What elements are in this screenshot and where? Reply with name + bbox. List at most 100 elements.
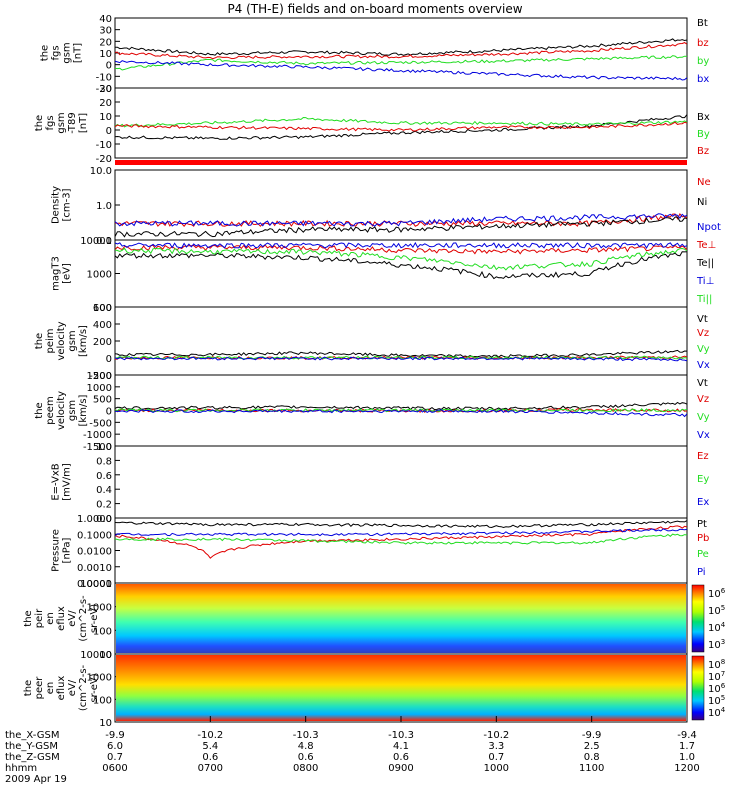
- y-tick-label: 10000: [80, 236, 112, 247]
- legend-entry: Te⊥: [696, 240, 716, 251]
- legend-entry: Ey: [697, 474, 709, 485]
- x-tick-label: 1.7: [679, 741, 695, 752]
- series-line-vt: [115, 349, 687, 358]
- y-tick-label: 600: [93, 303, 112, 314]
- x-tick-label: 4.8: [298, 741, 314, 752]
- panel-6: the peem velocity gsm [km/s] 150010005000-500…: [34, 371, 710, 453]
- y-tick-label: 0: [106, 126, 112, 137]
- legend-entry: Te||: [696, 258, 714, 269]
- y-tick-label: 10.0: [90, 166, 112, 177]
- flag-bar: [115, 160, 687, 165]
- y-axis-label-line: the: [34, 402, 45, 418]
- legend-entry: Vx: [697, 430, 710, 441]
- panel-frame: [114, 87, 688, 159]
- x-tick-label: -10.3: [293, 730, 319, 741]
- y-axis-label-line: the: [23, 680, 34, 696]
- y-tick-label: 30: [99, 84, 112, 95]
- figure-title: P4 (TH-E) fields and on-board moments ov…: [227, 2, 522, 16]
- series-group: [115, 401, 687, 418]
- x-tick-label: -9.9: [105, 730, 125, 741]
- legend-entry: bz: [697, 38, 709, 49]
- y-tick-label: 0.0100: [77, 547, 112, 558]
- y-tick-label: 500: [93, 395, 112, 406]
- x-tick-label: 4.1: [393, 741, 409, 752]
- series-line-ni: [115, 216, 687, 238]
- x-tick-label: -9.4: [677, 730, 697, 741]
- y-tick-label: 1.0: [96, 201, 112, 212]
- y-tick-label: 30: [99, 26, 112, 37]
- y-tick-label: 100: [93, 695, 112, 706]
- legend-entry: Bt: [697, 18, 708, 29]
- series-group: [115, 241, 687, 280]
- series-line-te: [115, 251, 687, 280]
- legend-entry: Pi: [697, 567, 706, 578]
- colorbar: [691, 655, 705, 721]
- y-tick-label: -1500: [83, 442, 112, 453]
- colorbar-tick-label: 104: [708, 706, 726, 719]
- y-axis-label-line: Density: [51, 186, 62, 224]
- y-tick-label: 1000: [87, 673, 112, 684]
- x-tick-label: 5.4: [202, 741, 218, 752]
- x-tick-label: -10.2: [197, 730, 223, 741]
- y-tick-label: 100: [93, 303, 112, 314]
- y-tick-label: 0.0010: [77, 563, 112, 574]
- panel-frame: [114, 306, 688, 376]
- legend-entry: by: [697, 56, 709, 67]
- y-tick-label: 0.2: [96, 500, 112, 511]
- colorbar-tick-label: 103: [708, 638, 725, 651]
- y-tick-label: 1000: [87, 383, 112, 394]
- series-line-bz: [115, 42, 687, 60]
- y-axis-label-line: Pressure: [51, 529, 62, 572]
- x-tick-label: 3.3: [488, 741, 504, 752]
- y-tick-label: 0.1000: [77, 530, 112, 541]
- y-axis-label-line: [nPa]: [62, 537, 73, 563]
- panel-9: the peir en eflux eV/(cm^2-s-sr-eV)100001000…: [23, 579, 726, 661]
- panel-2: the fgs gsm -T89 [nT] 30 20 10 0 -10 -20 Bx By Bz: [34, 84, 710, 165]
- y-axis-label-line: velocity: [56, 391, 67, 430]
- x-tick-label: 1200: [674, 763, 699, 774]
- y-tick-label: 400: [93, 320, 112, 331]
- y-axis-label-line: the: [34, 115, 45, 131]
- y-axis-label-line: peim: [45, 328, 56, 353]
- y-tick-label: 0.4: [96, 485, 112, 496]
- y-axis-label-line: (cm^2-s-: [78, 595, 89, 642]
- y-axis-label-line: en: [45, 682, 56, 695]
- x-tick-label: 0.7: [107, 752, 123, 763]
- panel-3: Density [cm-3] 10.0 1.0 0.1 Ne Ni Npot: [51, 166, 721, 247]
- panel-4: magT3 [eV] 10000 1000 100 Te⊥ Te|| Ti⊥ Ti||: [51, 236, 717, 314]
- x-tick-label: 1100: [579, 763, 604, 774]
- y-axis-label-line: peer: [34, 676, 45, 700]
- x-tick-label: 0.6: [298, 752, 314, 763]
- y-axis-label-line: magT3: [51, 256, 62, 291]
- y-axis-label-line: the: [34, 333, 45, 349]
- legend-entry: Pt: [697, 519, 707, 530]
- y-tick-label: 1500: [87, 371, 112, 382]
- legend-entry: Bz: [697, 146, 709, 157]
- y-tick-label: 1000: [87, 270, 112, 281]
- y-axis-label-line: fgs: [45, 115, 56, 130]
- panel-frame: [114, 169, 688, 241]
- y-tick-label: 10: [99, 49, 112, 60]
- legend-entry: Vt: [697, 314, 708, 325]
- y-axis-label-line: [mV/m]: [62, 463, 73, 501]
- legend-entry: Vy: [697, 412, 710, 423]
- series-line-vx: [115, 356, 687, 362]
- series-line-npot: [115, 213, 687, 227]
- panel-5: the peim velocity gsm [km/s] 600 400 200 0 -200 Vt…: [34, 303, 710, 382]
- y-axis-label-line: gsm: [67, 330, 78, 351]
- series-group: [115, 520, 687, 559]
- row-label-y-gsm: the_Y-GSM: [5, 741, 58, 752]
- panel-frame: [114, 445, 688, 519]
- y-tick-label: 40: [99, 14, 112, 25]
- y-tick-label: 0: [106, 407, 112, 418]
- x-tick-label: 0600: [102, 763, 127, 774]
- y-axis-label-line: velocity: [56, 321, 67, 360]
- y-tick-label: 20: [99, 98, 112, 109]
- y-axis-label-line: [cm-3]: [62, 188, 73, 221]
- series-line-by: [115, 116, 687, 128]
- x-tick-label: 0.6: [202, 752, 218, 763]
- y-tick-label: -10: [96, 72, 112, 83]
- x-tick-label: 1.0: [679, 752, 695, 763]
